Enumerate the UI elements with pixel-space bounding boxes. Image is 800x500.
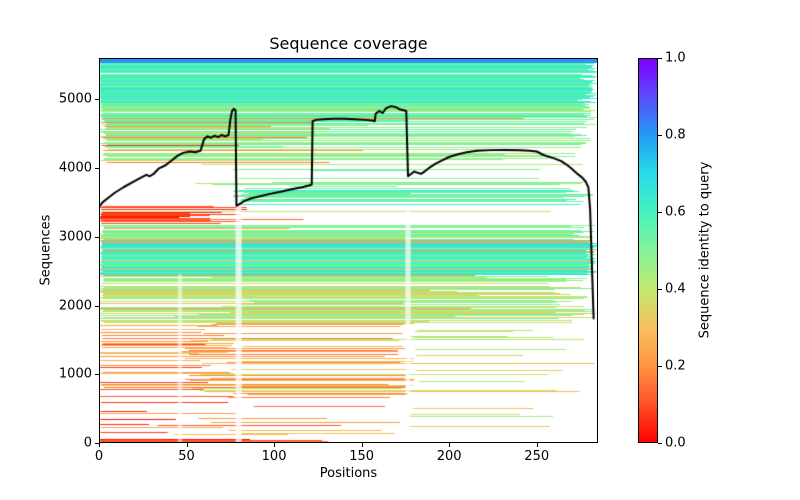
- x-tick-label: 150: [349, 449, 375, 464]
- y-tick-label: 1000: [58, 366, 92, 382]
- colorbar-tick-mark: [658, 58, 662, 59]
- y-tick-label: 0: [83, 435, 92, 451]
- y-tick-mark: [95, 168, 99, 169]
- colorbar-tick-mark: [658, 135, 662, 136]
- colorbar-tick-mark: [658, 289, 662, 290]
- colorbar-tick-label: 0.4: [665, 281, 686, 297]
- colorbar-tick-mark: [658, 443, 662, 444]
- y-tick-mark: [95, 236, 99, 238]
- colorbar-tick-label: 0.8: [665, 127, 686, 143]
- y-tick-mark: [95, 305, 99, 307]
- x-tick-mark: [536, 443, 538, 447]
- x-tick-label: 200: [436, 449, 462, 464]
- x-tick-mark: [449, 443, 451, 447]
- y-tick-mark: [95, 374, 99, 376]
- y-tick-label: 4000: [58, 160, 92, 176]
- colorbar-gradient: [638, 58, 658, 443]
- x-tick-mark: [361, 443, 363, 447]
- x-tick-mark: [186, 443, 188, 447]
- x-tick-mark: [99, 443, 100, 447]
- colorbar-tick-label: 0.6: [665, 204, 686, 220]
- axes-area: [99, 58, 598, 443]
- x-tick-label: 100: [261, 449, 287, 464]
- colorbar-tick-mark: [658, 366, 662, 367]
- msa-coverage-heatmap-canvas: [99, 58, 598, 443]
- x-tick-label: 0: [94, 449, 104, 464]
- colorbar-label: Sequence identity to query: [697, 161, 713, 339]
- colorbar-tick-label: 1.0: [665, 50, 686, 66]
- y-tick-label: 2000: [58, 298, 92, 313]
- y-tick-mark: [95, 99, 99, 101]
- x-tick-label: 50: [178, 449, 195, 464]
- y-tick-label: 5000: [58, 91, 92, 107]
- colorbar-tick-label: 0.2: [665, 358, 686, 374]
- y-axis-label: Sequences: [38, 214, 54, 286]
- y-tick-mark: [95, 443, 99, 444]
- colorbar-tick-label: 0.0: [665, 435, 686, 451]
- colorbar-tick-mark: [658, 212, 662, 213]
- x-tick-mark: [274, 443, 276, 447]
- plot-title: Sequence coverage: [269, 34, 428, 53]
- x-axis-label: Positions: [319, 466, 378, 481]
- x-tick-label: 250: [524, 449, 550, 464]
- y-tick-label: 3000: [58, 229, 92, 245]
